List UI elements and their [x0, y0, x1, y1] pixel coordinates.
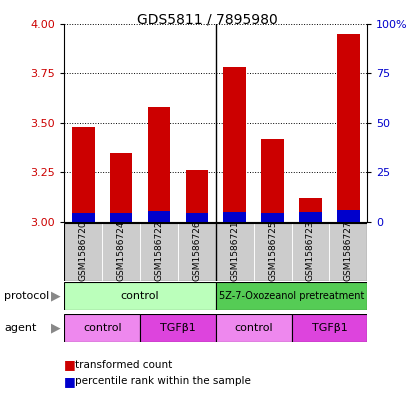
Bar [337, 33, 360, 222]
Text: GSM1586721: GSM1586721 [230, 220, 239, 281]
Bar [261, 213, 284, 222]
Bar [186, 171, 208, 222]
Bar [291, 223, 330, 281]
Bar [110, 213, 132, 222]
Text: transformed count: transformed count [75, 360, 172, 370]
Text: control: control [83, 323, 122, 333]
Text: GSM1586726: GSM1586726 [193, 220, 201, 281]
Text: ▶: ▶ [51, 321, 61, 334]
Text: 5Z-7-Oxozeanol pretreatment: 5Z-7-Oxozeanol pretreatment [219, 291, 364, 301]
Text: GSM1586727: GSM1586727 [344, 220, 353, 281]
Text: agent: agent [4, 323, 37, 333]
Bar [110, 152, 132, 222]
Bar [337, 210, 360, 222]
Text: GSM1586722: GSM1586722 [154, 220, 164, 281]
Bar [216, 223, 254, 281]
Text: TGFβ1: TGFβ1 [160, 323, 196, 333]
Bar [186, 213, 208, 222]
Text: GSM1586725: GSM1586725 [268, 220, 277, 281]
Bar [72, 213, 95, 222]
Text: GDS5811 / 7895980: GDS5811 / 7895980 [137, 13, 278, 27]
Text: ■: ■ [64, 375, 76, 388]
Text: control: control [121, 291, 159, 301]
Text: TGFβ1: TGFβ1 [312, 323, 347, 333]
Text: protocol: protocol [4, 291, 49, 301]
Bar [140, 314, 216, 342]
Bar [216, 282, 367, 310]
Bar [291, 314, 367, 342]
Bar [178, 223, 216, 281]
Bar [148, 211, 170, 222]
Bar [148, 107, 170, 222]
Bar [64, 282, 216, 310]
Bar [254, 223, 291, 281]
Bar [140, 223, 178, 281]
Bar [64, 223, 102, 281]
Bar [299, 198, 322, 222]
Bar [261, 139, 284, 222]
Bar [330, 223, 367, 281]
Bar [223, 67, 246, 222]
Text: control: control [234, 323, 273, 333]
Bar [216, 314, 291, 342]
Bar [223, 212, 246, 222]
Text: GSM1586720: GSM1586720 [79, 220, 88, 281]
Bar [299, 212, 322, 222]
Text: GSM1586724: GSM1586724 [117, 220, 126, 281]
Bar [102, 223, 140, 281]
Text: percentile rank within the sample: percentile rank within the sample [75, 376, 251, 386]
Text: ■: ■ [64, 358, 76, 371]
Bar [72, 127, 95, 222]
Bar [64, 314, 140, 342]
Text: ▶: ▶ [51, 290, 61, 303]
Text: GSM1586723: GSM1586723 [306, 220, 315, 281]
